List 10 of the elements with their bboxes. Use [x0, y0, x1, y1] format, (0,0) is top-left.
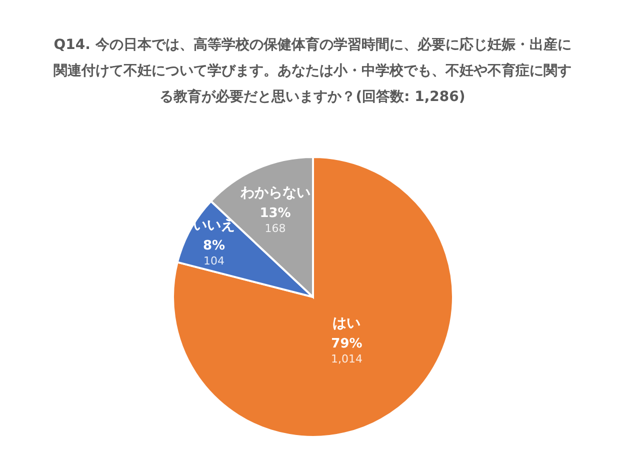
text: 1,014 [330, 352, 362, 366]
data-label: 79% [331, 336, 362, 352]
text: 168 [264, 222, 286, 235]
text: 104 [203, 254, 224, 268]
slice-label: はい [332, 315, 361, 332]
slice-label: わからない [239, 184, 310, 201]
data-label: 13% [260, 206, 291, 221]
chart-title: Q14. 今の日本では、高等学校の保健体育の学習時間に、必要に応じ妊娠・出産に関連付けて不妊について学びます。あなたは小・中学校でも、不妊や不育症に関する教育が必要だと思いますか？(回答数: 1,286) [54, 36, 572, 105]
data-label: 8% [202, 238, 226, 254]
pie-slice [172, 156, 454, 438]
